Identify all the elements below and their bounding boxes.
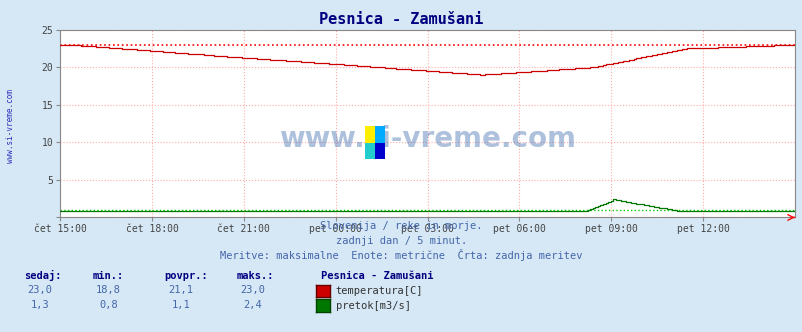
Text: 1,3: 1,3 [30, 300, 50, 310]
Text: povpr.:: povpr.: [164, 271, 208, 281]
Text: min.:: min.: [92, 271, 124, 281]
Bar [365, 126, 375, 143]
Text: 0,8: 0,8 [99, 300, 118, 310]
Text: 21,1: 21,1 [168, 285, 193, 295]
Text: zadnji dan / 5 minut.: zadnji dan / 5 minut. [335, 236, 467, 246]
Text: 18,8: 18,8 [95, 285, 121, 295]
Bar [375, 126, 385, 143]
Text: maks.:: maks.: [237, 271, 274, 281]
Text: Pesnica - Zamušani: Pesnica - Zamušani [319, 12, 483, 27]
Text: 23,0: 23,0 [27, 285, 53, 295]
Bar [365, 143, 375, 159]
Text: Slovenija / reke in morje.: Slovenija / reke in morje. [320, 221, 482, 231]
Text: 1,1: 1,1 [171, 300, 190, 310]
Text: pretok[m3/s]: pretok[m3/s] [335, 301, 410, 311]
Text: sedaj:: sedaj: [24, 270, 62, 281]
Text: www.si-vreme.com: www.si-vreme.com [6, 89, 15, 163]
Text: Meritve: maksimalne  Enote: metrične  Črta: zadnja meritev: Meritve: maksimalne Enote: metrične Črta… [220, 249, 582, 261]
Text: 2,4: 2,4 [243, 300, 262, 310]
Text: www.si-vreme.com: www.si-vreme.com [279, 125, 575, 153]
Text: Pesnica - Zamušani: Pesnica - Zamušani [321, 271, 433, 281]
Bar [375, 143, 385, 159]
Text: temperatura[C]: temperatura[C] [335, 287, 423, 296]
Text: 23,0: 23,0 [240, 285, 265, 295]
